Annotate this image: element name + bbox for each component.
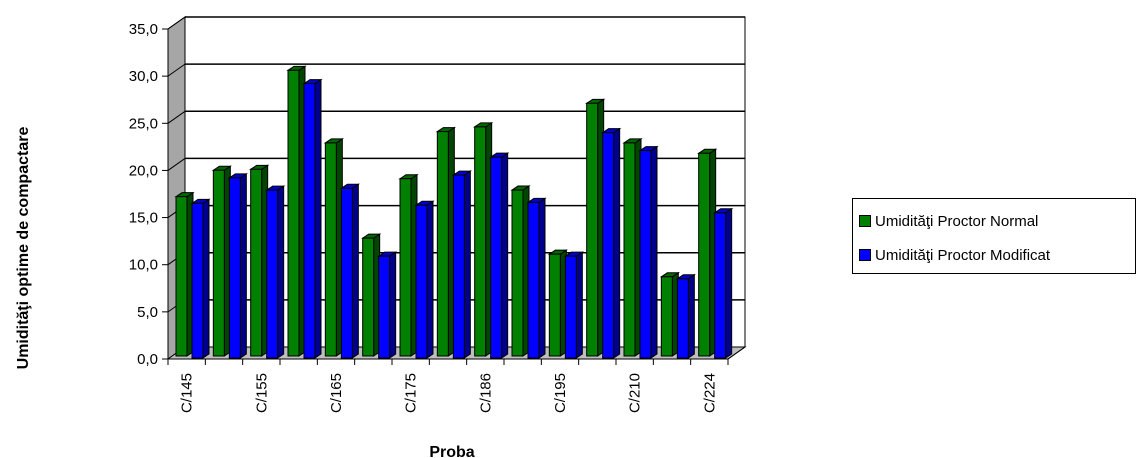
bar-normal	[174, 191, 195, 357]
bar-normal	[622, 137, 643, 357]
y-tick-label: 5,0	[137, 304, 158, 321]
legend-item-modificat: Umidităţi Proctor Modificat	[859, 245, 1050, 265]
gridline-side	[167, 110, 186, 124]
bar-normal	[473, 121, 494, 357]
bar-normal	[659, 271, 680, 357]
bar-normal	[361, 233, 382, 357]
bar-modificat	[675, 273, 696, 359]
y-tick-label: 0,0	[137, 351, 158, 368]
legend-label-normal: Umidităţi Proctor Normal	[875, 212, 1039, 230]
x-tick-label: C/155	[253, 373, 270, 413]
y-tick-label: 30,0	[129, 68, 158, 85]
bar-normal	[323, 137, 344, 357]
bar-modificat	[601, 127, 622, 359]
y-tick-label: 15,0	[129, 210, 158, 227]
bar-normal	[697, 148, 718, 357]
legend: Umidităţi Proctor Normal Umidităţi Proct…	[852, 198, 1136, 274]
axes	[162, 28, 746, 365]
legend-label-modificat: Umidităţi Proctor Modificat	[875, 246, 1051, 264]
x-axis-depth	[727, 346, 746, 360]
bar-normal	[547, 249, 568, 357]
bar-normal	[211, 165, 232, 357]
bar-modificat	[190, 198, 211, 359]
legend-swatch-modificat	[859, 249, 871, 261]
y-tick-label: 25,0	[129, 115, 158, 132]
x-tick-label: C/224	[701, 373, 718, 413]
bar-modificat	[526, 197, 547, 359]
y-tick-label: 35,0	[129, 21, 158, 38]
x-tick-label: C/165	[328, 373, 345, 413]
bar-modificat	[451, 170, 472, 359]
bar-modificat	[227, 172, 248, 359]
legend-item-normal: Umidităţi Proctor Normal	[859, 211, 1038, 231]
bar-modificat	[265, 185, 286, 359]
y-tick-label: 10,0	[129, 257, 158, 274]
y-tick-labels: 0,0 5,0 10,0 15,0 20,0 25,0 30,0 35,0	[129, 21, 158, 368]
bars	[174, 65, 734, 359]
bar-modificat	[414, 200, 435, 359]
gridline-side	[167, 63, 186, 77]
legend-swatch-normal	[859, 215, 871, 227]
bar-modificat	[563, 251, 584, 359]
y-tick-label: 20,0	[129, 162, 158, 179]
bar-normal	[585, 98, 606, 357]
bar-normal	[435, 126, 456, 357]
bar-modificat	[302, 78, 323, 359]
x-tick-labels: C/145 C/155 C/165 C/175 C/186 C/195 C/210 C/224	[179, 373, 719, 413]
gridline-side	[167, 16, 186, 30]
bar-modificat	[638, 145, 659, 359]
bar-normal	[398, 173, 419, 357]
x-tick-label: C/145	[179, 373, 196, 413]
bar-modificat	[339, 183, 360, 359]
bar-modificat	[489, 152, 510, 359]
bar-normal	[249, 164, 270, 357]
x-tick-label: C/210	[627, 373, 644, 413]
x-axis-title: Proba	[429, 444, 474, 458]
bar-modificat	[713, 207, 734, 359]
y-axis-title: Umidităţi optime de compactare	[15, 127, 32, 370]
x-tick-label: C/186	[477, 373, 494, 413]
bar-normal	[286, 65, 307, 357]
bar-modificat	[377, 251, 398, 359]
x-tick-label: C/195	[552, 373, 569, 413]
gridline-side	[167, 158, 186, 171]
x-tick-label: C/175	[403, 373, 420, 413]
bar-normal	[510, 185, 531, 357]
